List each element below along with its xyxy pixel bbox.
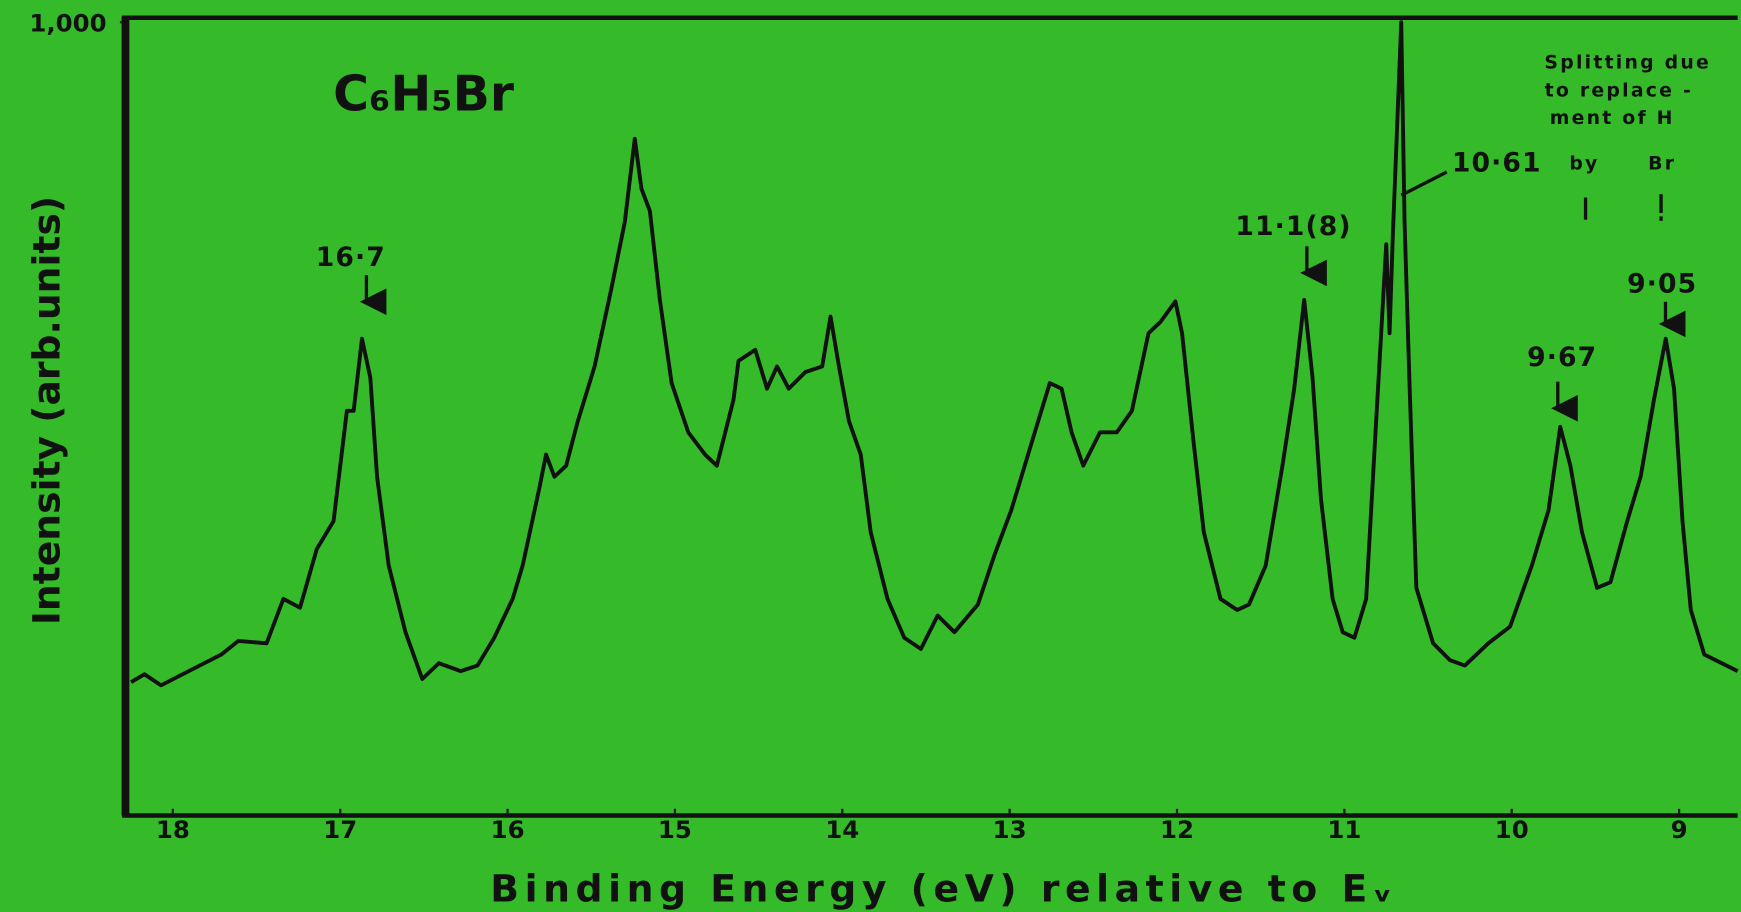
- annotation: 16·7: [316, 242, 386, 273]
- y-axis-label: Intensity (arb.units): [24, 196, 68, 625]
- annotation: to replace -: [1545, 79, 1693, 101]
- chart-title: C₆H₅Br: [333, 66, 514, 123]
- x-tick-label: 15: [658, 815, 692, 844]
- x-tick-label: 10: [1495, 815, 1529, 844]
- x-tick-label: 13: [993, 815, 1027, 844]
- annotation: ment of H: [1550, 107, 1675, 129]
- annotation: 9·67: [1527, 342, 1597, 373]
- annotation: 9·05: [1627, 269, 1697, 300]
- x-axis-label: Binding Energy (eV) relative to Eᵥ: [490, 866, 1397, 910]
- x-tick-label: 18: [156, 815, 190, 844]
- y-tick-label: 1,000: [29, 8, 106, 37]
- spectrum-line: [130, 20, 1739, 688]
- annotation: Br: [1648, 153, 1676, 175]
- x-tick-label: 16: [491, 815, 525, 844]
- x-tick-label: 11: [1327, 815, 1361, 844]
- x-tick-label: 14: [825, 815, 859, 844]
- x-tick-label: 12: [1160, 815, 1194, 844]
- x-tick-label: 9: [1671, 815, 1688, 844]
- x-tick-label: 17: [323, 815, 357, 844]
- arrows: [359, 170, 1686, 422]
- annotation: by: [1569, 153, 1599, 175]
- annotation: 11·1(8): [1235, 211, 1351, 242]
- annotation: 10·61: [1452, 148, 1542, 179]
- annotation: Splitting due: [1544, 52, 1711, 74]
- pointer: [1400, 170, 1448, 197]
